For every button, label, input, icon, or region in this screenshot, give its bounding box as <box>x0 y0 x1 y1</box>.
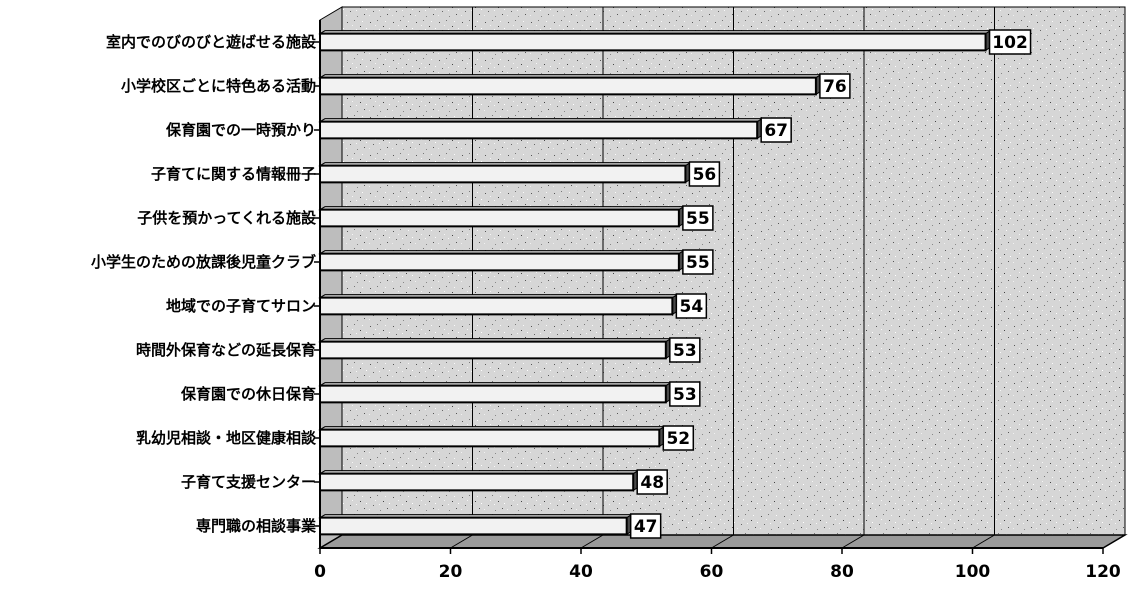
data-label: 47 <box>634 517 658 537</box>
category-label: 子育て支援センター <box>181 473 316 491</box>
category-label: 室内でのびのびと遊ばせる施設 <box>106 33 317 51</box>
floor-gridline <box>711 534 734 549</box>
data-label-box <box>669 337 701 363</box>
category-label: 小学生のための放課後児童クラブ <box>91 253 316 271</box>
bar <box>319 472 635 492</box>
bar <box>319 120 759 140</box>
data-label-box <box>669 381 701 407</box>
data-label: 67 <box>764 121 788 141</box>
x-tick-label: 20 <box>439 562 463 582</box>
category-label: 乳幼児相談・地区健康相談 <box>136 429 317 447</box>
x-tick-label: 60 <box>700 562 724 582</box>
x-tick-label: 120 <box>1085 562 1121 582</box>
bar <box>319 252 680 272</box>
bar <box>319 296 674 316</box>
category-label: 時間外保育などの延長保育 <box>136 341 316 359</box>
bar <box>319 516 628 536</box>
data-label-box <box>988 29 1032 55</box>
data-label-box <box>760 117 792 143</box>
category-label: 専門職の相談事業 <box>196 517 317 535</box>
floor-gridline <box>450 534 473 549</box>
category-label: 子供を預かってくれる施設 <box>137 209 317 227</box>
data-label: 54 <box>680 297 704 317</box>
category-label: 保育園での一時預かり <box>165 121 316 139</box>
data-label-box <box>682 249 714 275</box>
data-label-box <box>688 161 721 187</box>
bar <box>319 76 817 96</box>
category-label: 子育てに関する情報冊子 <box>151 165 316 183</box>
data-label-box <box>819 73 851 99</box>
data-label-box <box>629 513 662 539</box>
category-label: 小学校区ごとに特色ある活動 <box>121 77 316 95</box>
labels: 0 20 40 60 80 100 120 室内でのびのびと遊ばせる施設 102 小学校区ごとに特… <box>91 29 1121 582</box>
data-label: 102 <box>992 33 1028 53</box>
bar <box>319 32 987 52</box>
data-label-box <box>662 425 695 451</box>
data-label: 55 <box>686 253 710 273</box>
bar <box>319 384 667 404</box>
data-label: 52 <box>666 429 690 449</box>
x-tick-label: 80 <box>830 562 854 582</box>
floor-gridline <box>972 534 995 549</box>
floor-gridline <box>841 534 865 549</box>
data-label: 56 <box>693 165 717 185</box>
data-label-box <box>636 469 668 495</box>
bar <box>319 340 667 360</box>
floor-gridline <box>319 534 343 549</box>
floor-gridline <box>580 534 604 549</box>
bar <box>319 208 680 228</box>
bars <box>318 29 993 536</box>
data-label: 48 <box>640 473 664 493</box>
data-label: 53 <box>673 385 697 405</box>
category-label: 地域での子育てサロン <box>166 297 316 315</box>
data-label: 76 <box>823 77 847 97</box>
x-tick-label: 40 <box>569 562 593 582</box>
data-label-box <box>675 293 708 319</box>
bar <box>319 428 661 448</box>
x-tick-label: 100 <box>955 562 991 582</box>
data-label: 55 <box>686 209 710 229</box>
floor-gridline <box>1102 534 1126 549</box>
data-label: 53 <box>673 341 697 361</box>
x-tick-label: 0 <box>314 562 326 582</box>
bar <box>319 164 687 184</box>
category-label: 保育園での休日保育 <box>180 385 316 403</box>
data-label-box <box>682 205 714 231</box>
